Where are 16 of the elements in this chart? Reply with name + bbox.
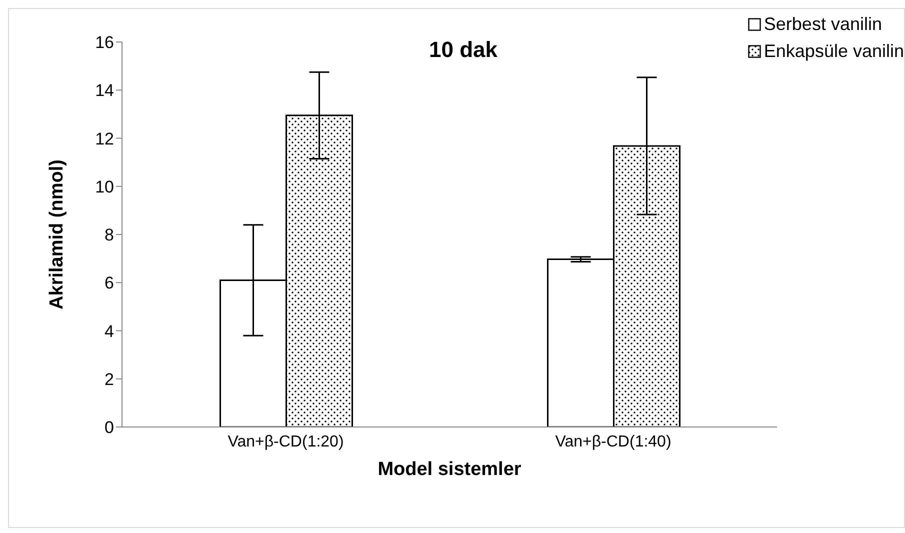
x-tick-label: Van+β-CD(1:20) [228,433,344,450]
y-tick-label: 16 [95,33,114,52]
y-tick-label: 2 [104,370,114,389]
y-tick-label: 12 [95,129,114,148]
y-tick-label: 6 [104,274,114,293]
y-tick-label: 4 [104,322,114,341]
y-tick-label: 8 [104,226,114,245]
legend-label: Serbest vanilin [764,13,882,36]
y-tick-label: 0 [104,418,114,438]
x-axis-title: Model sistemler [378,459,522,480]
legend-label: Enkapsüle vanilin [764,40,904,63]
y-tick-label: 10 [95,177,114,196]
y-axis-title: Akrilamid (nmol) [46,160,68,310]
y-tick-label: 14 [95,81,114,100]
chart-title: 10 dak [429,37,498,63]
x-tick-label: Van+β-CD(1:40) [555,433,672,450]
